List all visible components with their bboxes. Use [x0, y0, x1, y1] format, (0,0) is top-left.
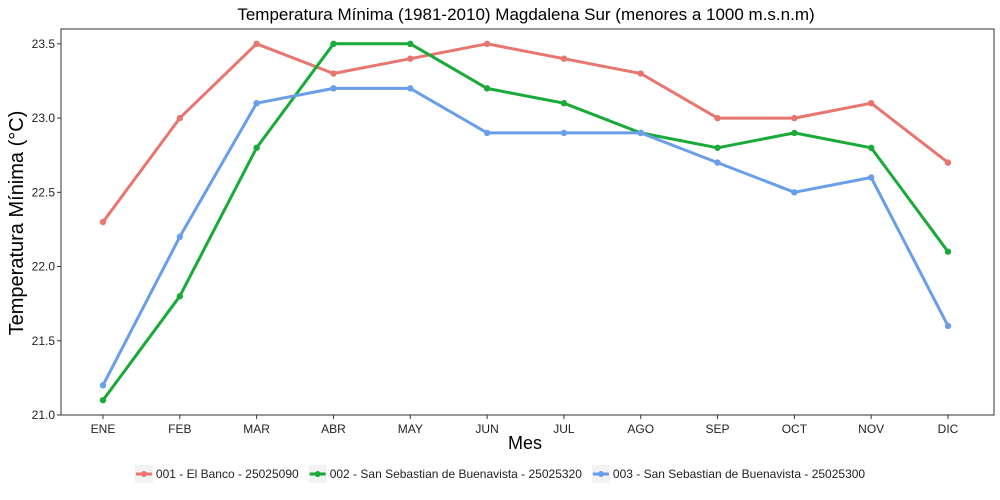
y-tick-label: 23.5 — [32, 37, 56, 51]
legend-item: 002 - San Sebastian de Buenavista - 2502… — [308, 465, 583, 483]
legend-item: 003 - San Sebastian de Buenavista - 2502… — [591, 465, 866, 483]
series-3-point — [407, 85, 414, 92]
series-3-point — [867, 174, 875, 181]
series-1-point — [791, 114, 798, 122]
series-2-point — [791, 129, 798, 137]
legend-label: 002 - San Sebastian de Buenavista - 2502… — [330, 467, 583, 481]
legend-key-point — [597, 471, 604, 477]
series-1-point — [176, 114, 184, 122]
series-2-point — [330, 40, 337, 48]
legend-key-point — [314, 471, 321, 477]
chart-title: Temperatura Mínima (1981-2010) Magdalena… — [237, 5, 814, 24]
series-1-point — [483, 40, 491, 48]
series-line-1 — [101, 42, 950, 224]
x-tick-label: DIC — [938, 422, 959, 436]
legend-key-point — [140, 471, 147, 477]
series-1-point — [944, 159, 952, 166]
series-1-point — [99, 218, 107, 226]
series-3-point — [99, 382, 107, 389]
series-line-2 — [101, 42, 950, 402]
plot-panel-border — [60, 28, 995, 416]
x-tick-label: SEP — [706, 422, 730, 436]
series-1-point — [253, 40, 260, 48]
y-axis-title: Temperatura Mínima (°C) — [6, 111, 28, 336]
series-2-point — [176, 293, 184, 300]
series-1-point — [407, 55, 414, 62]
series-1-point — [637, 70, 644, 77]
series-3-point — [176, 233, 184, 241]
series-3-point — [637, 129, 644, 137]
series-3-point — [330, 85, 337, 92]
y-tick-label: 23.0 — [32, 111, 56, 125]
x-axis-title: Mes — [508, 433, 542, 453]
x-tick-label: JUL — [553, 422, 575, 436]
series-2-point — [944, 248, 952, 255]
series-3-point — [791, 189, 798, 196]
series-line-3 — [101, 86, 950, 387]
y-tick-label: 21.0 — [32, 408, 56, 422]
series-1-point — [560, 55, 568, 62]
series-3-point — [944, 322, 952, 330]
series-3-point — [560, 129, 568, 137]
legend-label: 003 - San Sebastian de Buenavista - 2502… — [613, 467, 866, 481]
y-tick-label: 22.5 — [32, 185, 56, 199]
series-2-point — [253, 144, 260, 151]
legend: 001 - El Banco - 25025090 002 - San Sebas… — [134, 465, 866, 483]
series-2-point — [407, 40, 414, 48]
series-1-point — [867, 100, 875, 107]
series-2-point — [99, 396, 107, 404]
x-tick-label: OCT — [782, 422, 808, 436]
legend-item: 001 - El Banco - 25025090 — [134, 465, 299, 483]
x-tick-label: JUN — [475, 422, 498, 436]
x-tick-label: NOV — [858, 422, 884, 436]
y-tick-label: 22.0 — [32, 260, 56, 274]
series-2-point — [867, 144, 875, 151]
series-3-point — [714, 159, 721, 166]
series-2-point — [483, 85, 491, 92]
series-2-point — [560, 100, 568, 107]
y-tick-label: 21.5 — [32, 334, 56, 348]
x-tick-label: MAR — [243, 422, 270, 436]
x-tick-label: FEB — [168, 422, 191, 436]
x-tick-label: AGO — [627, 422, 654, 436]
x-tick-label: ENE — [91, 422, 116, 436]
x-tick-label: ABR — [321, 422, 346, 436]
series-3-point — [253, 100, 260, 107]
legend-label: 001 - El Banco - 25025090 — [156, 467, 299, 481]
series-3-point — [483, 129, 491, 137]
series-2-point — [714, 144, 721, 151]
plot-area: 21.0 21.5 22.0 22.5 23.0 23.5 ENE FEB MAR ABR MAY J… — [32, 28, 995, 436]
series-1-point — [714, 114, 721, 122]
series-1-point — [330, 70, 337, 77]
x-tick-label: MAY — [398, 422, 423, 436]
